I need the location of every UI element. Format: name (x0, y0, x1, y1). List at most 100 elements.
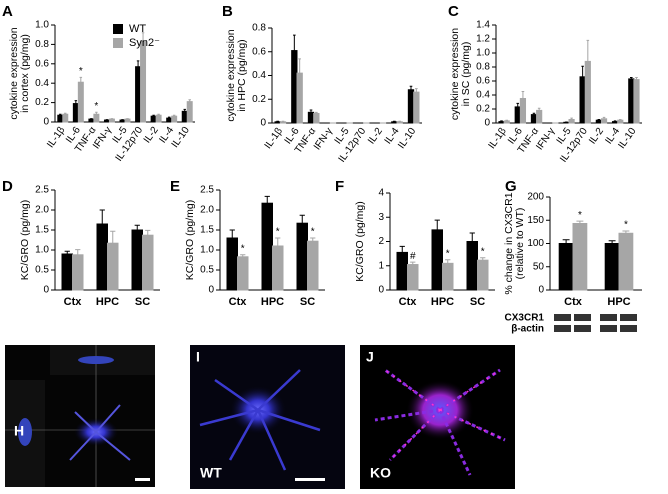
bar (392, 122, 397, 123)
y-tick-label: 0.2 (252, 94, 266, 105)
error-bar (145, 230, 150, 235)
bar (537, 110, 542, 123)
annotation: * (446, 248, 450, 259)
bar (478, 260, 489, 290)
error-bar (563, 240, 570, 244)
bar (187, 102, 192, 122)
y-axis-label: KC/GRO (pg/mg) (354, 201, 366, 282)
bar (397, 252, 408, 290)
image-label: WT (200, 465, 222, 481)
y-tick-label: 2.0 (35, 205, 49, 216)
bar (408, 90, 413, 123)
x-tick-label: IL-1β (263, 126, 285, 151)
bar (397, 122, 402, 123)
error-bar (587, 40, 590, 61)
legend-label: Syn2⁻ (129, 37, 160, 49)
image-h (5, 345, 155, 487)
y-tick-label: 1 (378, 260, 384, 271)
bar (108, 243, 119, 290)
panel-letter: C (448, 3, 459, 20)
x-tick-label: IL-2 (142, 125, 161, 146)
bar (297, 73, 302, 123)
bar (104, 120, 109, 122)
annotation: # (410, 251, 416, 262)
y-axis-label: in HPC (pg/mg) (236, 39, 248, 111)
y-tick-label: 0.2 (35, 97, 49, 108)
bar (109, 119, 114, 122)
y-tick-label: 0.5 (35, 265, 49, 276)
y-tick-label: 0 (484, 118, 490, 129)
bar (172, 116, 177, 122)
panel-letter: G (505, 178, 517, 195)
y-tick-label: 3 (378, 212, 384, 223)
bar (120, 120, 125, 122)
error-bar (400, 246, 405, 252)
error-bar (522, 92, 525, 99)
y-tick-label: 0.4 (252, 70, 266, 81)
error-bar (293, 35, 296, 50)
y-tick-label: 0.8 (476, 62, 490, 73)
error-bar (415, 89, 418, 93)
y-axis-label: (relative to WT) (514, 208, 526, 280)
annotation: * (276, 227, 280, 238)
bar (443, 263, 454, 290)
bar (280, 122, 285, 123)
error-bar (445, 260, 450, 264)
bar (596, 120, 601, 123)
x-tick-label: HPC (607, 296, 630, 308)
blot-label: β-actin (511, 324, 544, 335)
bar (585, 61, 590, 123)
y-axis-label: in SC (pg/mg) (460, 42, 472, 107)
panel-letter: F (335, 178, 344, 195)
y-tick-label: 0 (208, 285, 214, 296)
error-bar (298, 59, 301, 73)
bar (143, 235, 154, 290)
panel-letter: B (222, 3, 233, 20)
y-tick-label: 0 (260, 118, 266, 129)
bar (297, 223, 308, 290)
bar (605, 244, 619, 291)
bar (467, 242, 478, 291)
bar (569, 120, 574, 124)
error-bar (581, 66, 584, 77)
y-tick-label: 0.8 (35, 39, 49, 50)
bar (292, 51, 297, 123)
bar (94, 114, 99, 122)
chart-6: G% change in CX3CR1(relative to WT)05010… (503, 178, 642, 335)
bar (580, 77, 585, 123)
y-tick-label: 0.6 (35, 58, 49, 69)
bar (227, 238, 238, 290)
legend-swatch (113, 38, 123, 48)
legend-swatch (113, 24, 123, 34)
bar (125, 119, 130, 122)
y-tick-label: 1.0 (35, 245, 49, 256)
bar (89, 119, 94, 122)
error-bar (137, 61, 139, 67)
bar (97, 224, 108, 290)
bar (559, 244, 573, 291)
bar (273, 246, 284, 290)
blot-band (620, 314, 637, 321)
y-axis-label: KC/GRO (pg/mg) (19, 200, 31, 281)
bar (275, 122, 280, 123)
x-tick-label: SC (135, 296, 150, 308)
annotation: * (578, 210, 582, 221)
bar (601, 119, 606, 123)
y-tick-label: 1.0 (35, 20, 49, 31)
x-tick-label: IL-2 (587, 126, 606, 147)
bar (141, 41, 146, 122)
error-bar (75, 250, 80, 255)
bar (504, 121, 509, 123)
image-panel-letter: H (14, 423, 24, 439)
bar (73, 104, 78, 122)
bar (167, 118, 172, 122)
y-tick-label: 150 (527, 215, 544, 226)
y-tick-label: 2.0 (200, 205, 214, 216)
error-bar (230, 230, 235, 238)
bar (308, 241, 319, 290)
error-bar (516, 103, 519, 107)
x-tick-label: IL-10 (616, 126, 638, 151)
bar (414, 92, 419, 123)
